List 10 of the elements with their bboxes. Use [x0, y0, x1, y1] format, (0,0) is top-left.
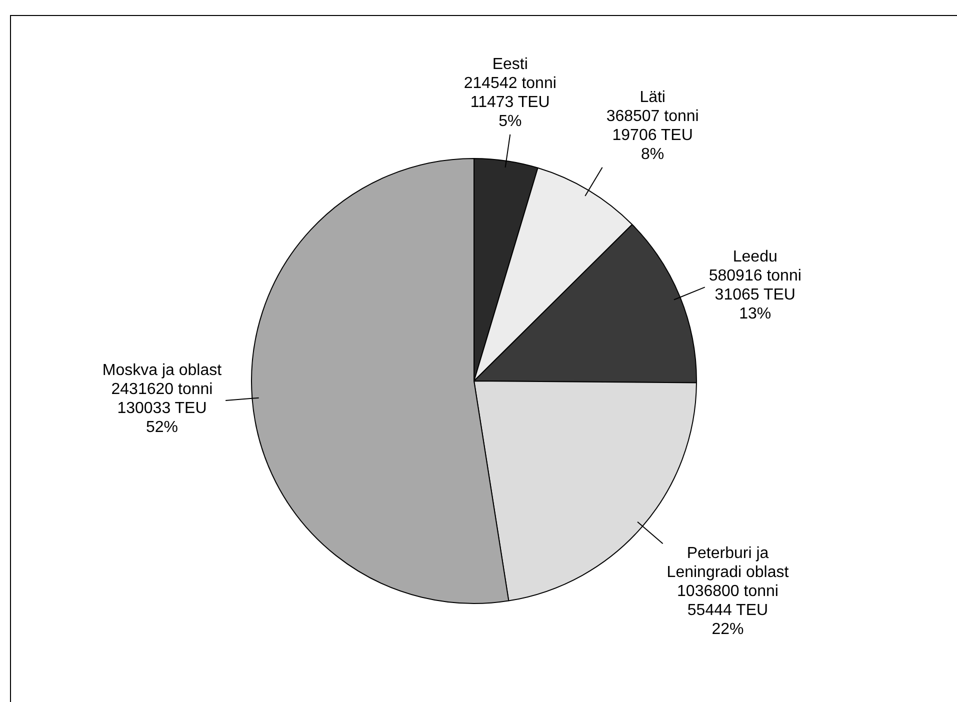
data-label: 214542 tonni 11473 TEU 5%	[464, 74, 556, 130]
slice-label: Leedu	[732, 248, 778, 266]
slice-label: Peterburi ja Leningradi oblast	[666, 545, 790, 582]
data-label: 2431620 tonni 130033 TEU 52%	[111, 380, 213, 436]
data-label: 368507 tonni 19706 TEU 8%	[606, 108, 699, 163]
data-label: 1036800 tonni 55444 TEU 22%	[677, 583, 778, 638]
slice-label: Läti	[640, 88, 666, 106]
slice-label: Eesti	[492, 56, 528, 73]
slice-label: Moskva ja oblast	[102, 362, 222, 379]
data-label: 580916 tonni 31065 TEU 13%	[708, 268, 802, 323]
